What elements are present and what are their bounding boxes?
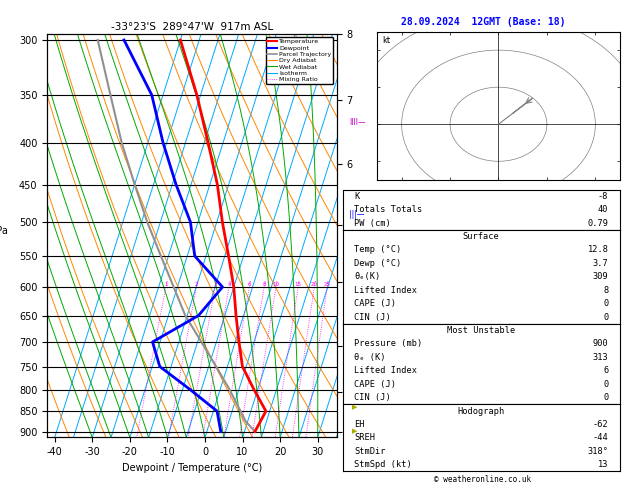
Text: -62: -62 (593, 420, 608, 429)
Text: 0: 0 (603, 312, 608, 322)
Text: EH: EH (354, 420, 364, 429)
Text: CIN (J): CIN (J) (354, 312, 391, 322)
Text: 15: 15 (294, 282, 302, 287)
Text: 900: 900 (593, 339, 608, 348)
Text: 12.8: 12.8 (587, 245, 608, 255)
Text: Temp (°C): Temp (°C) (354, 245, 401, 255)
Text: 0: 0 (603, 299, 608, 308)
Text: StmSpd (kt): StmSpd (kt) (354, 460, 411, 469)
Text: CAPE (J): CAPE (J) (354, 299, 396, 308)
Text: 25: 25 (324, 282, 331, 287)
Text: 10: 10 (272, 282, 279, 287)
Text: SREH: SREH (354, 434, 375, 442)
Text: 309: 309 (593, 272, 608, 281)
Text: LCL: LCL (342, 417, 357, 426)
Text: CIN (J): CIN (J) (354, 393, 391, 402)
Y-axis label: km
ASL: km ASL (361, 216, 377, 236)
Text: -44: -44 (593, 434, 608, 442)
Text: 6: 6 (247, 282, 251, 287)
Text: θₑ(K): θₑ(K) (354, 272, 380, 281)
Text: Lifted Index: Lifted Index (354, 366, 417, 375)
Text: 6: 6 (603, 366, 608, 375)
Text: 0: 0 (603, 380, 608, 389)
Text: -8: -8 (598, 192, 608, 201)
Text: Hodograph: Hodograph (457, 406, 505, 416)
Text: ▶: ▶ (352, 429, 358, 434)
Y-axis label: hPa: hPa (0, 226, 8, 236)
Text: ▶: ▶ (352, 404, 358, 410)
Title: -33°23'S  289°47'W  917m ASL: -33°23'S 289°47'W 917m ASL (111, 22, 273, 32)
Text: |||—: |||— (349, 210, 365, 219)
Text: 0: 0 (603, 393, 608, 402)
Text: Dewp (°C): Dewp (°C) (354, 259, 401, 268)
Text: 1: 1 (164, 282, 168, 287)
Text: PW (cm): PW (cm) (354, 219, 391, 227)
Text: kt: kt (382, 36, 391, 45)
Text: 28.09.2024  12GMT (Base: 18): 28.09.2024 12GMT (Base: 18) (401, 17, 565, 27)
Text: 20: 20 (311, 282, 318, 287)
Text: CAPE (J): CAPE (J) (354, 380, 396, 389)
Text: Most Unstable: Most Unstable (447, 326, 515, 335)
Text: 40: 40 (598, 205, 608, 214)
Text: K: K (354, 192, 359, 201)
Text: 3: 3 (213, 282, 217, 287)
Text: StmDir: StmDir (354, 447, 386, 456)
Text: 4: 4 (227, 282, 231, 287)
Legend: Temperature, Dewpoint, Parcel Trajectory, Dry Adiabat, Wet Adiabat, Isotherm, Mi: Temperature, Dewpoint, Parcel Trajectory… (265, 37, 333, 84)
X-axis label: Dewpoint / Temperature (°C): Dewpoint / Temperature (°C) (122, 463, 262, 473)
Text: © weatheronline.co.uk: © weatheronline.co.uk (434, 474, 532, 484)
Text: 8: 8 (262, 282, 266, 287)
Text: Surface: Surface (463, 232, 499, 241)
Text: 0.79: 0.79 (587, 219, 608, 227)
Text: Lifted Index: Lifted Index (354, 286, 417, 295)
Text: θₑ (K): θₑ (K) (354, 353, 386, 362)
Text: IIII—: IIII— (349, 118, 365, 127)
Text: 318°: 318° (587, 447, 608, 456)
Text: 2: 2 (194, 282, 198, 287)
Text: 313: 313 (593, 353, 608, 362)
Text: 13: 13 (598, 460, 608, 469)
Text: Pressure (mb): Pressure (mb) (354, 339, 422, 348)
Text: 3.7: 3.7 (593, 259, 608, 268)
Text: 8: 8 (603, 286, 608, 295)
Text: Totals Totals: Totals Totals (354, 205, 422, 214)
